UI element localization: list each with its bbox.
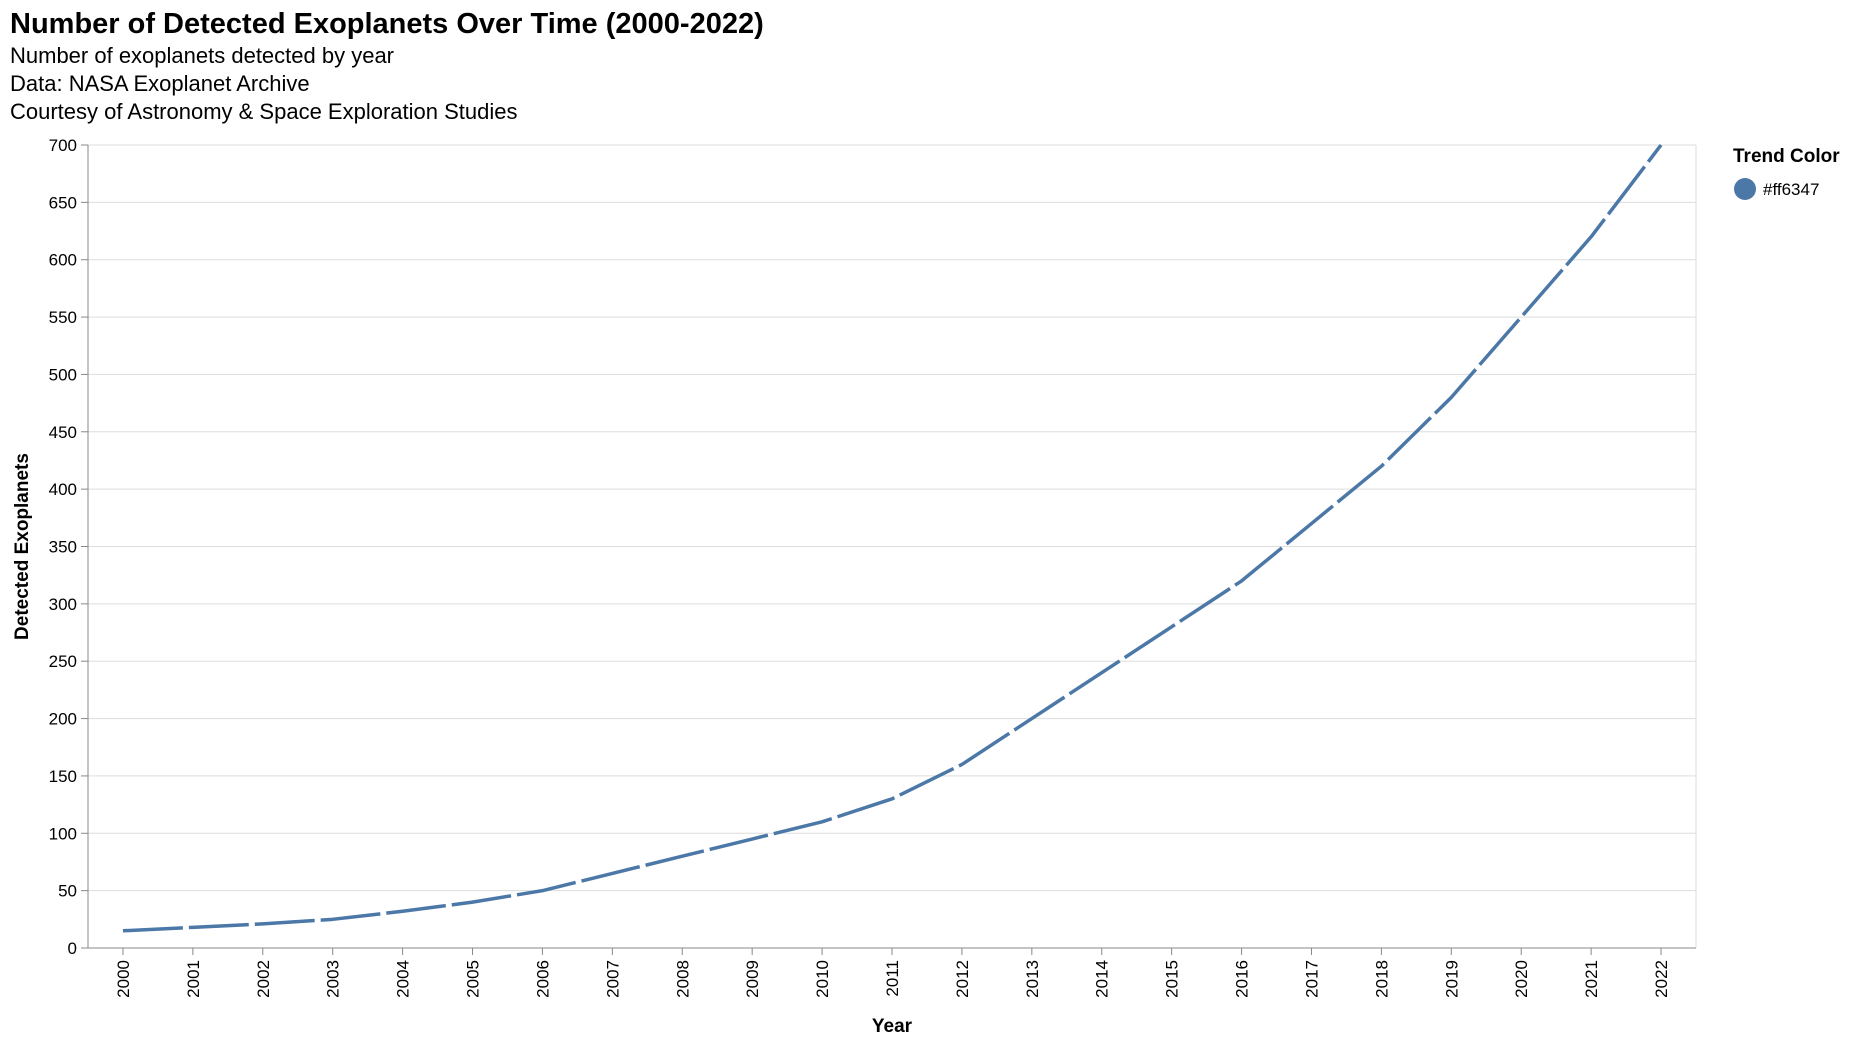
y-tick-label: 350 xyxy=(49,538,77,557)
x-tick-label: 2002 xyxy=(254,960,273,998)
legend: Trend Color #ff6347 xyxy=(1733,146,1840,200)
x-tick-label: 2013 xyxy=(1023,960,1042,998)
y-tick-label: 250 xyxy=(49,652,77,671)
x-tick-label: 2014 xyxy=(1093,960,1112,998)
chart-subtitle-line-2: Data: NASA Exoplanet Archive xyxy=(10,71,310,96)
x-tick-label: 2012 xyxy=(953,960,972,998)
y-tick-label: 650 xyxy=(49,193,77,212)
x-tick-label: 2018 xyxy=(1372,960,1391,998)
legend-label: #ff6347 xyxy=(1763,180,1819,199)
x-tick-label: 2005 xyxy=(464,960,483,998)
legend-title: Trend Color xyxy=(1733,146,1840,167)
series-lines xyxy=(122,143,1663,933)
series-line xyxy=(122,143,1663,933)
x-tick-label: 2011 xyxy=(883,960,902,997)
y-tick-label: 550 xyxy=(49,308,77,327)
y-tick-label: 300 xyxy=(49,595,77,614)
gridlines xyxy=(88,144,1697,949)
x-axis-title: Year xyxy=(872,1016,913,1037)
axes: 0 50 100 150 200 250 300 350 400 450 500 550 600 650 7… xyxy=(49,136,1696,998)
chart-header: Number of Detected Exoplanets Over Time … xyxy=(10,6,764,126)
x-tick-label: 2000 xyxy=(114,960,133,998)
y-tick-label: 200 xyxy=(49,710,77,729)
x-tick-label: 2010 xyxy=(813,960,832,998)
x-tick-label: 2019 xyxy=(1442,960,1461,998)
chart-title: Number of Detected Exoplanets Over Time … xyxy=(10,8,764,40)
y-axis-title: Detected Exoplanets xyxy=(12,453,33,640)
y-tick-label: 700 xyxy=(49,136,77,155)
y-tick-label: 450 xyxy=(49,423,77,442)
x-tick-label: 2015 xyxy=(1163,960,1182,998)
chart-subtitle-line-1: Number of exoplanets detected by year xyxy=(10,43,395,68)
y-tick-label: 150 xyxy=(49,767,77,786)
y-tick-label: 0 xyxy=(68,939,77,958)
x-tick-label: 2001 xyxy=(184,960,203,998)
x-tick-label: 2020 xyxy=(1512,960,1531,998)
y-tick-label: 50 xyxy=(58,882,77,901)
legend-swatch xyxy=(1734,178,1756,200)
x-tick-label: 2009 xyxy=(743,960,762,998)
y-tick-label: 400 xyxy=(49,480,77,499)
chart-subtitle-line-3: Courtesy of Astronomy & Space Exploratio… xyxy=(10,99,518,124)
x-tick-label: 2016 xyxy=(1233,960,1252,998)
x-tick-label: 2007 xyxy=(603,960,622,998)
y-tick-label: 500 xyxy=(49,365,77,384)
x-tick-label: 2004 xyxy=(394,960,413,998)
x-tick-label: 2008 xyxy=(673,960,692,998)
x-tick-label: 2021 xyxy=(1582,960,1601,998)
y-tick-label: 100 xyxy=(49,824,77,843)
x-tick-label: 2017 xyxy=(1302,960,1321,998)
x-tick-label: 2022 xyxy=(1652,960,1671,998)
y-tick-label: 600 xyxy=(49,251,77,270)
x-tick-label: 2003 xyxy=(324,960,343,998)
x-tick-label: 2006 xyxy=(533,960,552,998)
